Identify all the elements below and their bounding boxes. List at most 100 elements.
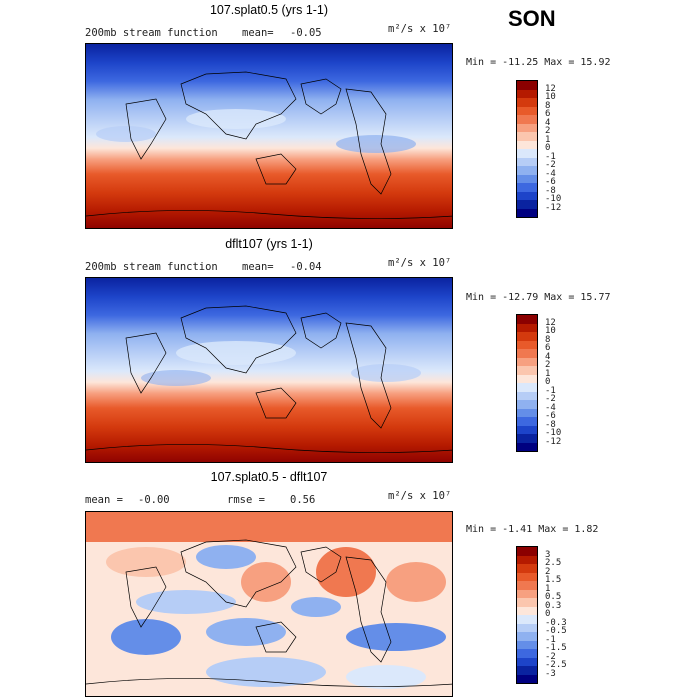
colorbar-tick-label: -1.5 (545, 643, 567, 653)
colorbar-tick-label: -3 (545, 668, 556, 679)
colorbar-tick-label: 1 (545, 134, 551, 145)
colorbar-segment (517, 649, 537, 658)
colorbar-tick-label: 2 (545, 360, 551, 370)
panel1-subtitle: 200mb stream function (85, 27, 218, 39)
panel1-minmax: Min = -11.25 Max = 15.92 (466, 57, 611, 68)
panel2-colorbar (516, 314, 538, 452)
colorbar-segment (517, 149, 537, 158)
panel3-rmse-label: rmse = (227, 494, 265, 506)
colorbar-tick-label: 0 (545, 377, 551, 387)
colorbar-tick-label: 0.5 (545, 592, 562, 602)
colorbar-segment (517, 657, 537, 666)
colorbar-tick-label: -10 (545, 428, 562, 438)
colorbar-tick-label: 2 (545, 566, 551, 577)
panel3-units: m²/s x 10⁷ (388, 490, 452, 502)
panel2-minmax: Min = -12.79 Max = 15.77 (466, 292, 611, 303)
panel3-rmse-value: 0.56 (290, 494, 316, 506)
colorbar-segment (517, 208, 537, 217)
panel2-units: m²/s x 10⁷ (388, 257, 452, 269)
panel2-mean-label: mean= (242, 261, 274, 273)
panel3-title: 107.splat0.5 - dflt107 (210, 470, 328, 484)
colorbar-tick-label: 3 (545, 549, 551, 560)
panel3-map (85, 511, 453, 697)
season-label: SON (508, 6, 556, 31)
colorbar-segment (517, 425, 537, 434)
colorbar-tick-label: -6 (545, 177, 556, 187)
colorbar-segment (517, 332, 537, 341)
colorbar-segment (517, 674, 537, 683)
panel1-mean-label: mean= (242, 27, 274, 39)
panel3-colorbar (516, 546, 538, 684)
colorbar-segment (517, 132, 537, 141)
colorbar-tick-label: -10 (545, 194, 562, 204)
panel3-map-svg (86, 512, 452, 696)
colorbar-tick-label: 2.5 (545, 558, 562, 568)
colorbar-segment (517, 374, 537, 383)
panel2-title: dflt107 (yrs 1-1) (225, 237, 313, 251)
colorbar-segment (517, 366, 537, 375)
colorbar-tick-label: 0.3 (545, 600, 562, 611)
colorbar-tick-label: 8 (545, 334, 551, 345)
panel3-mean-value: -0.00 (138, 494, 170, 506)
panel1-map (85, 43, 453, 229)
colorbar-tick-label: -1 (545, 634, 556, 645)
colorbar-segment (517, 140, 537, 149)
colorbar-tick-label: -2.5 (545, 660, 567, 670)
colorbar-segment (517, 174, 537, 183)
colorbar-tick-label: 2 (545, 126, 551, 136)
panel3-minmax: Min = -1.41 Max = 1.82 (466, 524, 599, 535)
colorbar-segment (517, 123, 537, 132)
colorbar-segment (517, 666, 537, 675)
panel2-map-svg (86, 278, 452, 462)
colorbar-tick-label: 1 (545, 368, 551, 379)
colorbar-tick-label: 10 (545, 92, 556, 102)
colorbar-tick-label: -2 (545, 160, 556, 170)
colorbar-tick-label: -0.3 (545, 617, 567, 628)
colorbar-tick-label: 4 (545, 117, 551, 128)
colorbar-tick-label: 4 (545, 351, 551, 362)
colorbar-segment (517, 183, 537, 192)
panel1-title: 107.splat0.5 (yrs 1-1) (209, 3, 329, 17)
colorbar-tick-label: 1 (545, 583, 551, 594)
colorbar-tick-label: -12 (545, 202, 562, 213)
colorbar-segment (517, 640, 537, 649)
colorbar-tick-label: -1 (545, 151, 556, 162)
colorbar-segment (517, 115, 537, 124)
colorbar-tick-label: 12 (545, 317, 556, 328)
colorbar-segment (517, 555, 537, 564)
colorbar-segment (517, 157, 537, 166)
colorbar-segment (517, 606, 537, 615)
colorbar-tick-label: -0.5 (545, 626, 567, 636)
colorbar-segment (517, 98, 537, 107)
colorbar-segment (517, 434, 537, 443)
colorbar-segment (517, 315, 537, 324)
colorbar-segment (517, 615, 537, 624)
panel1-colorbar (516, 80, 538, 218)
colorbar-tick-label: 0 (545, 143, 551, 153)
panel3-mean-label: mean = (85, 494, 123, 506)
colorbar-tick-label: 6 (545, 343, 551, 353)
colorbar-segment (517, 400, 537, 409)
colorbar-tick-label: -1 (545, 385, 556, 396)
colorbar-segment (517, 547, 537, 556)
colorbar-segment (517, 589, 537, 598)
colorbar-segment (517, 417, 537, 426)
panel1-map-svg (86, 44, 452, 228)
colorbar-segment (517, 564, 537, 573)
colorbar-tick-label: -8 (545, 419, 556, 430)
colorbar-segment (517, 581, 537, 590)
colorbar-tick-label: -4 (545, 168, 556, 179)
colorbar-tick-label: 12 (545, 83, 556, 94)
panel2-subtitle: 200mb stream function (85, 261, 218, 273)
colorbar-tick-label: -6 (545, 411, 556, 421)
colorbar-tick-label: -8 (545, 185, 556, 196)
colorbar-segment (517, 340, 537, 349)
colorbar-tick-label: -2 (545, 394, 556, 404)
colorbar-segment (517, 200, 537, 209)
colorbar-segment (517, 623, 537, 632)
colorbar-segment (517, 383, 537, 392)
colorbar-segment (517, 408, 537, 417)
colorbar-tick-label: -4 (545, 402, 556, 413)
colorbar-segment (517, 442, 537, 451)
colorbar-segment (517, 81, 537, 90)
